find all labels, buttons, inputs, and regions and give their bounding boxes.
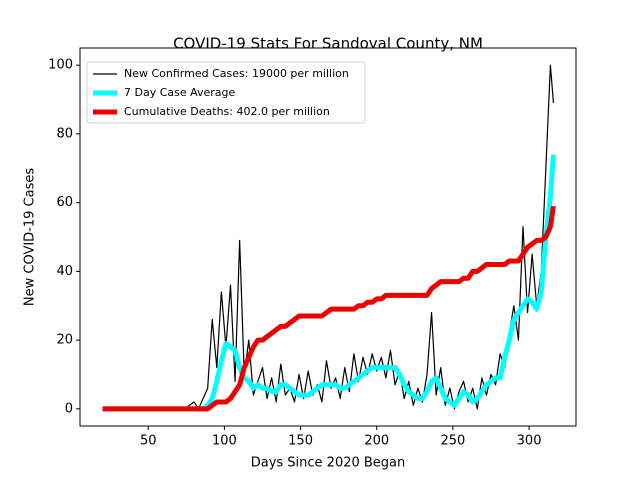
y-axis-label: New COVID-19 Cases [23,168,38,306]
legend-label: Cumulative Deaths: 402.0 per million [124,105,330,118]
legend-label: New Confirmed Cases: 19000 per million [124,67,349,80]
chart-title: COVID-19 Stats For Sandoval County, NM [173,35,483,53]
x-tick-label: 50 [140,434,157,449]
data-line [102,205,556,412]
y-tick-label: 0 [65,401,73,416]
y-tick-label: 20 [56,333,73,348]
plot-frame [79,47,577,427]
x-tick-label: 100 [212,434,237,449]
x-axis-label: Days Since 2020 Began [251,456,406,471]
y-tick-label: 80 [56,126,73,141]
x-tick-label: 200 [364,434,389,449]
legend-label: 7 Day Case Average [124,86,236,99]
x-tick-label: 250 [440,434,465,449]
y-tick-label: 100 [48,58,73,73]
y-tick-label: 60 [56,195,73,210]
legend-box [86,61,366,124]
x-tick-label: 150 [288,434,313,449]
x-tick-label: 300 [517,434,542,449]
y-tick-label: 40 [56,264,73,279]
